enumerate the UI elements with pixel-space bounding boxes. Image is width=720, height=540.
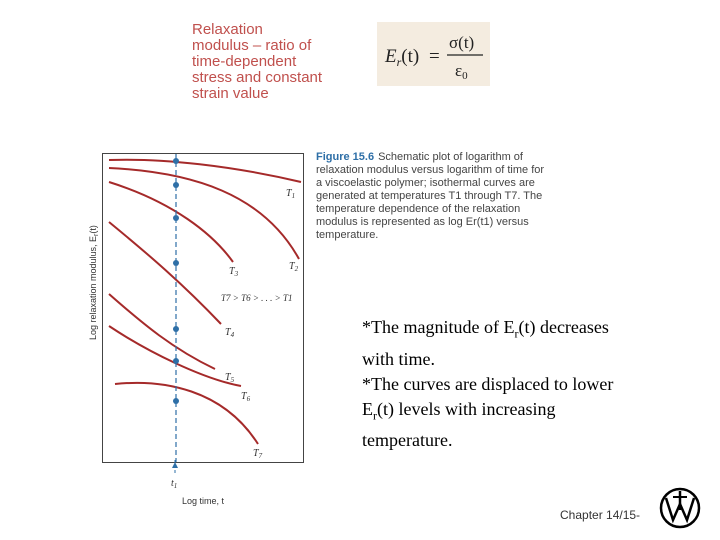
- intersection-point: [173, 326, 179, 332]
- curve-label-t1: T1: [286, 188, 295, 200]
- curve-t1: [108, 158, 302, 183]
- x-axis-annotations: t1 Log time, t: [171, 460, 225, 506]
- caption-text: Schematic plot of logarithm of relaxatio…: [316, 151, 545, 241]
- formula-denominator: ε: [455, 61, 462, 80]
- svg-text:Er(t): Er(t): [384, 46, 419, 69]
- svg-text:ε0: ε0: [455, 61, 468, 82]
- curve-t6: [108, 325, 242, 387]
- curve-label-t2: T2: [289, 261, 299, 273]
- note-line: with time.: [362, 348, 435, 369]
- chapter-footer: Chapter 14/15-: [560, 508, 641, 522]
- curve-label-t5: T5: [225, 372, 235, 384]
- intersection-point: [173, 260, 179, 266]
- caption-figure-label: Figure 15.6: [316, 151, 375, 163]
- definition-line: Relaxation: [192, 21, 263, 38]
- relaxation-plot: T1 T2 T3 T4 T5 T6 T7 T7 > T6 > . . . > T…: [108, 154, 302, 462]
- curve-label-t4: T4: [225, 327, 235, 339]
- relaxation-modulus-definition: Relaxation modulus – ratio of time-depen…: [192, 22, 352, 102]
- definition-line: stress and constant: [192, 69, 323, 86]
- relaxation-plot-frame: T1 T2 T3 T4 T5 T6 T7 T7 > T6 > . . . > T…: [102, 153, 304, 463]
- observation-notes: *The magnitude of Er(t) decreases with t…: [362, 315, 662, 453]
- x-axis-label: Log time, t: [182, 496, 225, 506]
- intersection-point: [173, 398, 179, 404]
- curve-label-t6: T6: [241, 391, 251, 403]
- formula-denominator-sub: 0: [462, 70, 468, 82]
- formula-lhs-arg: (t): [401, 46, 419, 67]
- note-line: *The curves are displaced to lower: [362, 373, 614, 394]
- time-marker-label: t1: [171, 478, 177, 490]
- note-line: temperature.: [362, 430, 453, 451]
- curve-t7: [114, 381, 259, 445]
- curve-t5: [108, 293, 216, 370]
- note-line: *The magnitude of Er(t) decreases: [362, 317, 609, 341]
- formula-lhs: E: [384, 46, 397, 67]
- curve-label-t3: T3: [229, 266, 239, 278]
- curve-t4: [108, 221, 222, 325]
- time-marker-arrow-icon: [172, 462, 178, 468]
- intersection-point: [173, 215, 179, 221]
- curve-label-t7: T7: [253, 448, 263, 460]
- intersection-point: [173, 158, 179, 164]
- figure-caption: Figure 15.6 Schematic plot of logarithm o…: [316, 151, 546, 242]
- definition-line: time-dependent: [192, 53, 297, 70]
- note-line: Er(t) levels with increasing: [362, 398, 556, 423]
- formula-numerator: σ(t): [449, 33, 474, 52]
- curve-t2: [108, 167, 300, 260]
- intersection-point: [173, 358, 179, 364]
- formula-equals: =: [429, 46, 440, 67]
- intersection-point: [173, 182, 179, 188]
- formula-lhs-sub: r: [397, 55, 402, 69]
- y-axis-label: Log relaxation modulus, Er(t): [88, 225, 100, 340]
- formula-graphic: Er(t) = σ(t) ε0: [384, 33, 483, 82]
- definition-line: modulus – ratio of: [192, 37, 312, 54]
- curve-t3: [108, 181, 234, 263]
- definition-line: strain value: [192, 85, 269, 102]
- relaxation-modulus-formula: Er(t) = σ(t) ε0: [377, 22, 490, 86]
- temperature-order-label: T7 > T6 > . . . > T1: [221, 293, 293, 303]
- y-axis-label-wrapper: Log relaxation modulus, Er(t): [88, 225, 100, 340]
- publisher-logo-icon: [659, 487, 701, 529]
